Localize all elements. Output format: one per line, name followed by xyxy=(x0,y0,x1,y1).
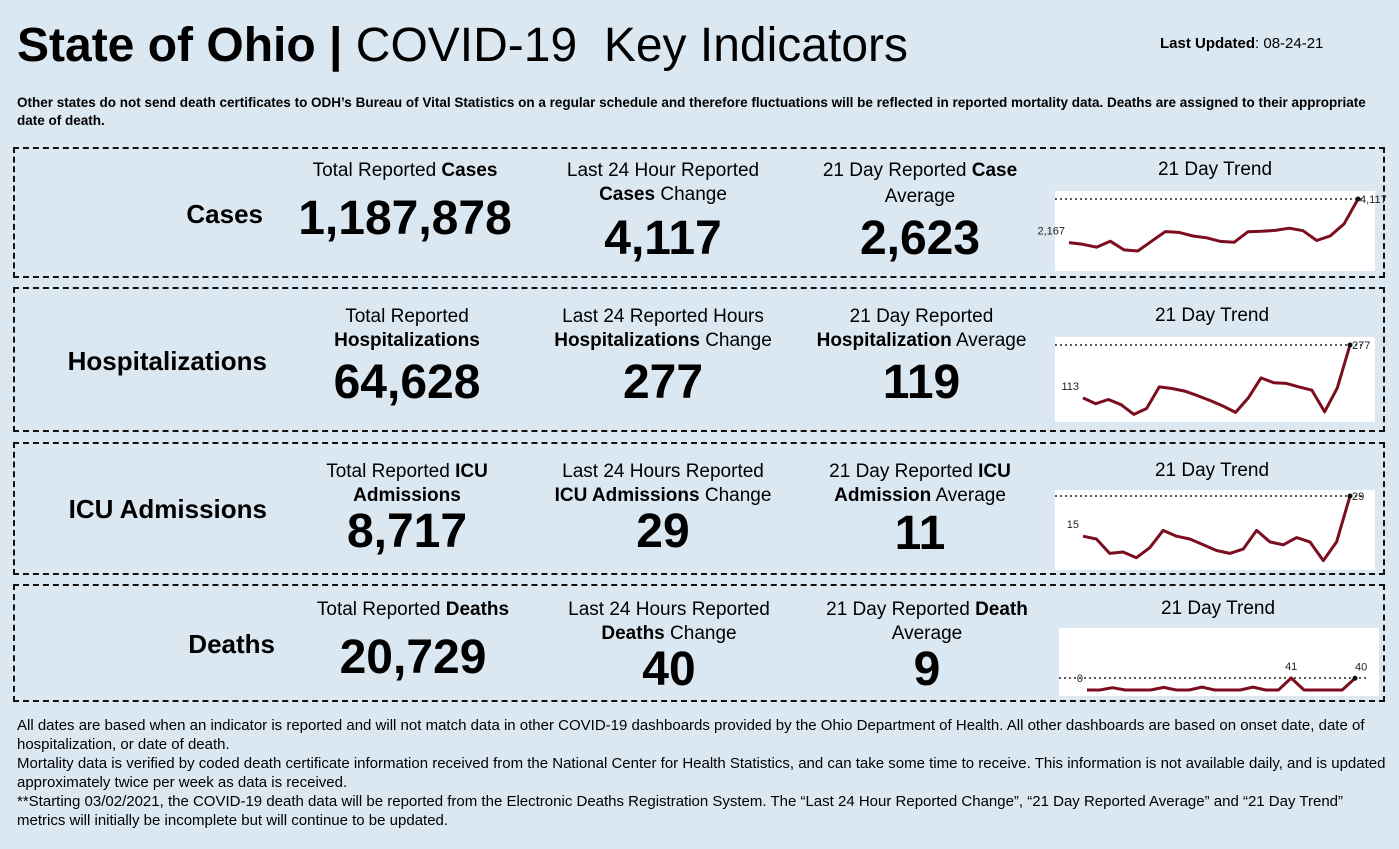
icu-trend-title: 21 Day Trend xyxy=(1154,460,1270,481)
trend-plot-area xyxy=(1055,490,1375,570)
hospitalizations-average-value: 119 xyxy=(882,356,961,409)
icu-row-label: ICU Admissions xyxy=(68,494,267,524)
trend-last-value-label: 277 xyxy=(1352,340,1370,352)
trend-end-marker xyxy=(1347,342,1353,348)
deaths-total-header: Total Reported Deaths xyxy=(316,599,510,620)
trend-plot-area xyxy=(1059,628,1379,696)
trend-first-value-label: 0 xyxy=(1077,673,1083,685)
footer-notes: All dates are based when an indicator is… xyxy=(17,716,1387,830)
deaths-average-header: 21 Day Reported Death Average xyxy=(826,599,1028,644)
hospitalizations-trend-chart: 113 277 xyxy=(1055,337,1375,422)
footer-note-dates: All dates are based when an indicator is… xyxy=(17,717,1365,753)
deaths-row-label: Deaths xyxy=(188,629,275,659)
cases-change: Last 24 Hour Reported Cases Change 4,117 xyxy=(533,159,793,265)
cases-change-header: Last 24 Hour Reported Cases Change xyxy=(566,160,760,205)
deaths-change: Last 24 Hours Reported Deaths Change 40 xyxy=(539,598,799,696)
cases-total-value: 1,187,878 xyxy=(298,192,512,245)
deaths-trend-title: 21 Day Trend xyxy=(1160,598,1276,619)
title-subject: COVID-19 Key Indicators xyxy=(355,19,908,72)
cases-panel: Cases Total Reported Cases 1,187,878 Las… xyxy=(13,147,1387,278)
trend-plot-area xyxy=(1055,191,1375,271)
hospitalizations-total: Total Reported Hospitalizations 64,628 xyxy=(277,305,537,409)
deaths-trend-chart: 0 40 41 xyxy=(1059,628,1379,696)
icu-average: 21 Day Reported ICU Admission Average 11 xyxy=(790,460,1050,560)
cases-trend-chart: 2,167 4,117 xyxy=(1037,191,1387,271)
icu-average-header: 21 Day Reported ICU Admission Average xyxy=(829,461,1011,506)
cases-average: 21 Day Reported Case Average 2,623 xyxy=(790,159,1050,265)
hospitalizations-total-value: 64,628 xyxy=(333,356,481,409)
hospitalizations-row-label: Hospitalizations xyxy=(67,346,267,376)
mortality-note: Other states do not send death certifica… xyxy=(17,95,1366,128)
deaths-change-header: Last 24 Hours Reported Deaths Change xyxy=(568,599,770,644)
page-title: State of Ohio | COVID-19 Key Indicators xyxy=(17,18,908,74)
cases-row-label: Cases xyxy=(186,199,263,229)
trend-line xyxy=(1082,495,1352,563)
trend-end-marker xyxy=(1355,196,1361,202)
hospitalizations-average: 21 Day Reported Hospitalization Average 1… xyxy=(789,305,1054,409)
trend-end-marker xyxy=(1352,675,1358,681)
last-updated-label: Last Updated xyxy=(1160,35,1256,52)
icu-panel: ICU Admissions Total Reported ICU Admissi… xyxy=(13,442,1385,575)
cases-trend-title: 21 Day Trend xyxy=(1157,159,1273,180)
hospitalizations-change-value: 277 xyxy=(622,356,704,409)
trend-last-value-label: 4,117 xyxy=(1360,194,1387,206)
hospitalizations-trend-title: 21 Day Trend xyxy=(1154,305,1270,326)
icu-change-header: Last 24 Hours Reported ICU Admissions Cha… xyxy=(554,461,772,506)
trend-last-value-label: 40 xyxy=(1355,661,1367,673)
trend-line xyxy=(1082,344,1352,416)
trend-line xyxy=(1087,676,1357,692)
deaths-total: Total Reported Deaths 20,729 xyxy=(283,598,543,684)
trend-last-value-label: 29 xyxy=(1352,491,1364,503)
last-updated: Last Updated: 08-24-21 xyxy=(1160,35,1323,52)
cases-change-value: 4,117 xyxy=(604,212,722,265)
icu-total-value: 8,717 xyxy=(346,505,468,558)
title-state: State of Ohio | xyxy=(17,19,343,72)
trend-line xyxy=(1068,198,1360,253)
hospitalizations-panel: Hospitalizations Total Reported Hospitali… xyxy=(13,287,1385,432)
last-updated-value: : 08-24-21 xyxy=(1255,35,1324,52)
deaths-change-value: 40 xyxy=(642,643,696,696)
deaths-average-value: 9 xyxy=(913,643,941,696)
icu-average-value: 11 xyxy=(894,507,946,560)
deaths-panel: Deaths Total Reported Deaths 20,729 Last… xyxy=(13,584,1385,702)
cases-average-header: 21 Day Reported Case Average xyxy=(822,160,1018,207)
cases-total: Total Reported Cases 1,187,878 xyxy=(275,159,535,245)
icu-total: Total Reported ICU Admissions 8,717 xyxy=(277,460,537,558)
icu-change: Last 24 Hours Reported ICU Admissions Cha… xyxy=(533,460,793,558)
icu-change-value: 29 xyxy=(636,505,690,558)
deaths-total-value: 20,729 xyxy=(339,631,487,684)
trend-first-value-label: 113 xyxy=(1061,381,1079,393)
hospitalizations-total-header: Total Reported Hospitalizations xyxy=(334,306,480,351)
icu-total-header: Total Reported ICU Admissions xyxy=(326,461,488,506)
trend-end-marker xyxy=(1347,493,1353,499)
hospitalizations-change-header: Last 24 Reported Hours Hospitalizations C… xyxy=(554,306,772,351)
cases-total-header: Total Reported Cases xyxy=(312,160,498,181)
footer-note-mortality: Mortality data is verified by coded deat… xyxy=(17,755,1386,791)
hospitalizations-change: Last 24 Reported Hours Hospitalizations C… xyxy=(533,305,793,409)
trend-first-value-label: 15 xyxy=(1067,519,1079,531)
trend-first-value-label: 2,167 xyxy=(1037,226,1065,238)
cases-average-value: 2,623 xyxy=(859,212,981,265)
deaths-average: 21 Day Reported Death Average 9 xyxy=(797,598,1057,696)
trend-peak-value-label: 41 xyxy=(1285,661,1297,673)
footer-note-edrs: **Starting 03/02/2021, the COVID-19 deat… xyxy=(17,793,1343,829)
hospitalizations-average-header: 21 Day Reported Hospitalization Average xyxy=(816,306,1027,351)
